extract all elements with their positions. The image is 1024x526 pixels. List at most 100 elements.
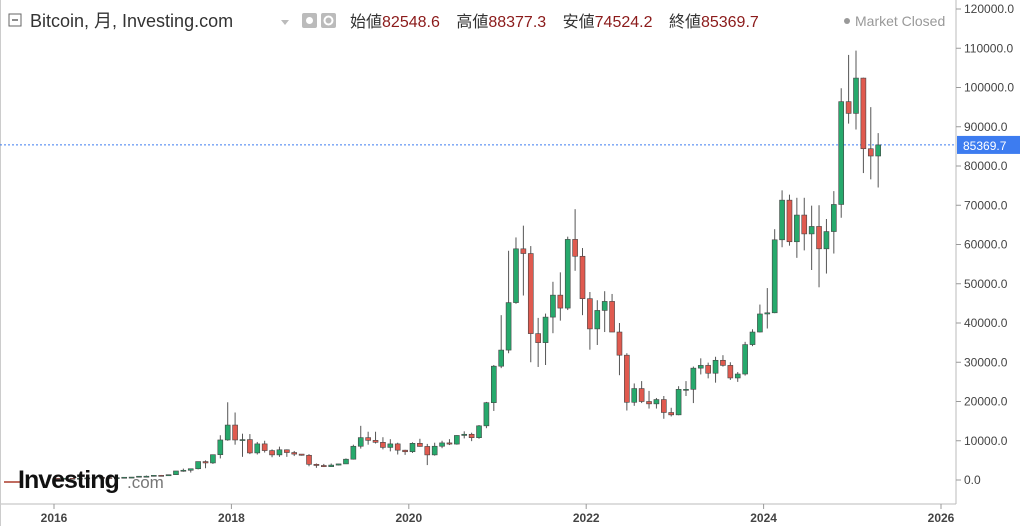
visibility-icon[interactable] bbox=[302, 13, 317, 28]
candle-body bbox=[831, 204, 837, 232]
candle bbox=[631, 383, 638, 406]
candle bbox=[712, 356, 719, 383]
candle-body bbox=[764, 312, 771, 315]
candle-body bbox=[601, 301, 608, 311]
market-status-dot bbox=[844, 18, 850, 24]
candle bbox=[350, 444, 357, 460]
candle-body bbox=[335, 463, 342, 466]
candle-body bbox=[417, 443, 423, 447]
candle bbox=[572, 209, 578, 271]
candle bbox=[831, 191, 837, 254]
candle-body bbox=[594, 310, 601, 330]
candle-body bbox=[380, 442, 386, 448]
candle-body bbox=[520, 248, 527, 254]
chart-title: Bitcoin, 月, Investing.com bbox=[30, 11, 233, 31]
candle-body bbox=[313, 463, 320, 466]
candle bbox=[239, 433, 246, 457]
candle bbox=[505, 250, 512, 354]
candle bbox=[313, 463, 320, 468]
candle bbox=[557, 272, 564, 321]
candle-body bbox=[624, 354, 630, 403]
candle bbox=[210, 454, 216, 464]
y-tick-label: 60000.0 bbox=[964, 238, 1008, 252]
candle-body bbox=[187, 468, 194, 471]
candle bbox=[284, 449, 290, 457]
candle bbox=[143, 475, 150, 478]
candle-body bbox=[261, 443, 268, 451]
ohlc-readout: 始値82548.6 高値88377.3 安値74524.2 終値85369.7 bbox=[350, 13, 759, 31]
candle-body bbox=[276, 449, 283, 456]
candle-body bbox=[357, 437, 364, 447]
collapse-icon[interactable] bbox=[8, 13, 22, 27]
candle bbox=[601, 291, 608, 333]
candle-body bbox=[771, 239, 778, 314]
candle bbox=[675, 386, 682, 416]
last-price-line: 85369.7 bbox=[0, 135, 1020, 154]
candle bbox=[646, 390, 652, 409]
candle-body bbox=[461, 433, 468, 436]
candle-body bbox=[550, 294, 556, 318]
candle bbox=[372, 431, 379, 444]
candle-body bbox=[757, 313, 763, 333]
candle-body bbox=[712, 359, 719, 374]
candle bbox=[158, 474, 164, 477]
logo-main: Investing bbox=[18, 466, 119, 494]
low-label: 安値 bbox=[563, 13, 595, 31]
open-label: 始値 bbox=[350, 13, 382, 31]
candle-body bbox=[786, 199, 793, 243]
candle bbox=[224, 402, 231, 441]
candle-body bbox=[646, 401, 652, 405]
candle bbox=[439, 440, 445, 449]
y-tick-label: 120000.0 bbox=[964, 2, 1014, 16]
x-tick-label: 2020 bbox=[395, 511, 422, 525]
candle bbox=[343, 458, 349, 465]
candle bbox=[853, 50, 859, 130]
candle-body bbox=[173, 470, 179, 476]
candle bbox=[136, 475, 142, 478]
candle bbox=[106, 477, 113, 479]
x-tick-label: 2018 bbox=[218, 511, 245, 525]
candle bbox=[683, 381, 689, 397]
candle-body bbox=[483, 402, 490, 427]
candle-body bbox=[454, 435, 460, 445]
candle-body bbox=[269, 450, 275, 456]
candle bbox=[380, 437, 386, 450]
candle-body bbox=[114, 477, 120, 479]
candle-body bbox=[860, 77, 867, 150]
candle-body bbox=[631, 388, 638, 403]
candle-body bbox=[158, 475, 164, 477]
candle-body bbox=[298, 453, 305, 456]
candle-body bbox=[136, 475, 142, 478]
candle bbox=[690, 366, 697, 404]
candle bbox=[808, 205, 815, 271]
y-tick-label: 30000.0 bbox=[964, 355, 1008, 369]
candle-body bbox=[343, 458, 349, 465]
candle bbox=[653, 397, 660, 409]
candle bbox=[624, 353, 630, 411]
candle bbox=[247, 434, 253, 455]
market-status: Market Closed bbox=[855, 13, 945, 29]
candle bbox=[431, 442, 438, 456]
candle-body bbox=[210, 454, 216, 464]
y-tick-label: 20000.0 bbox=[964, 395, 1008, 409]
candle-body bbox=[431, 445, 438, 456]
candle-body bbox=[409, 443, 416, 453]
symbol-dropdown-icon[interactable] bbox=[281, 20, 289, 25]
y-tick-label: 0.0 bbox=[964, 473, 981, 487]
candle bbox=[121, 476, 128, 479]
candle-body bbox=[734, 373, 741, 379]
candle-body bbox=[875, 144, 881, 157]
candle bbox=[823, 218, 830, 274]
candle bbox=[875, 133, 881, 188]
candle-body bbox=[165, 474, 172, 477]
candle bbox=[84, 477, 91, 480]
candle bbox=[173, 470, 179, 476]
candles bbox=[54, 50, 881, 480]
candle-body bbox=[121, 476, 128, 479]
settings-icon[interactable] bbox=[321, 13, 336, 28]
x-tick-label: 2024 bbox=[750, 511, 777, 525]
investing-logo: Investing .com bbox=[4, 466, 164, 494]
candle bbox=[187, 468, 194, 473]
open-value: 82548.6 bbox=[382, 14, 440, 31]
